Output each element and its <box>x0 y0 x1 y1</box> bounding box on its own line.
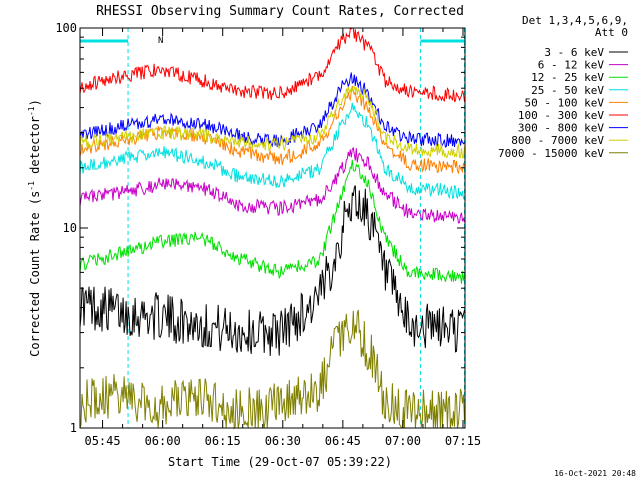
series-line-2 <box>79 159 465 284</box>
series-line-6 <box>79 72 465 148</box>
series-line-1 <box>79 146 465 224</box>
series-lines <box>79 27 465 430</box>
y-tick-marks: 1 10 100 <box>55 21 465 435</box>
plot-frame <box>79 27 466 429</box>
x-tick-marks: 05:45 06:00 06:15 06:30 06:45 07:00 07:15 <box>84 28 481 448</box>
legend-label: 50 - 100 keV <box>525 96 605 109</box>
x-axis-label: Start Time (29-Oct-07 05:39:22) <box>168 455 392 469</box>
series-line-0 <box>79 185 465 357</box>
legend-label: 3 - 6 keV <box>544 46 604 59</box>
legend-header-line-2: Att 0 <box>595 26 628 39</box>
series-line-8 <box>79 309 465 430</box>
legend-header-line-1: Det 1,3,4,5,6,9, <box>522 14 628 27</box>
x-tick-label: 06:15 <box>205 434 241 448</box>
flag-label-n: N <box>158 36 163 46</box>
y-tick-label: 10 <box>63 221 77 235</box>
legend-label: 100 - 300 keV <box>518 109 604 122</box>
x-tick-label: 05:45 <box>84 434 120 448</box>
y-tick-label: 1 <box>70 421 77 435</box>
legend-label: 6 - 12 keV <box>538 59 605 72</box>
y-axis-label: Corrected Count Rate (s-1 detector-1) <box>27 99 42 357</box>
series-line-7 <box>79 85 465 159</box>
chart-title: RHESSI Observing Summary Count Rates, Co… <box>96 4 464 19</box>
y-tick-label: 100 <box>55 21 77 35</box>
x-tick-label: 06:30 <box>265 434 301 448</box>
legend-label: 25 - 50 keV <box>531 84 604 97</box>
series-line-5 <box>79 27 465 103</box>
x-tick-label: 07:00 <box>385 434 421 448</box>
x-tick-label: 06:45 <box>325 434 361 448</box>
legend-label: 300 - 800 keV <box>518 122 604 135</box>
legend-label: 800 - 7000 keV <box>511 134 604 147</box>
legend-label: 12 - 25 keV <box>531 71 604 84</box>
timestamp: 16-Oct-2021 20:48 <box>554 469 636 478</box>
legend-label: 7000 - 15000 keV <box>498 147 604 160</box>
x-tick-label: 06:00 <box>145 434 181 448</box>
x-tick-label: 07:15 <box>445 434 481 448</box>
series-line-3 <box>79 102 465 200</box>
